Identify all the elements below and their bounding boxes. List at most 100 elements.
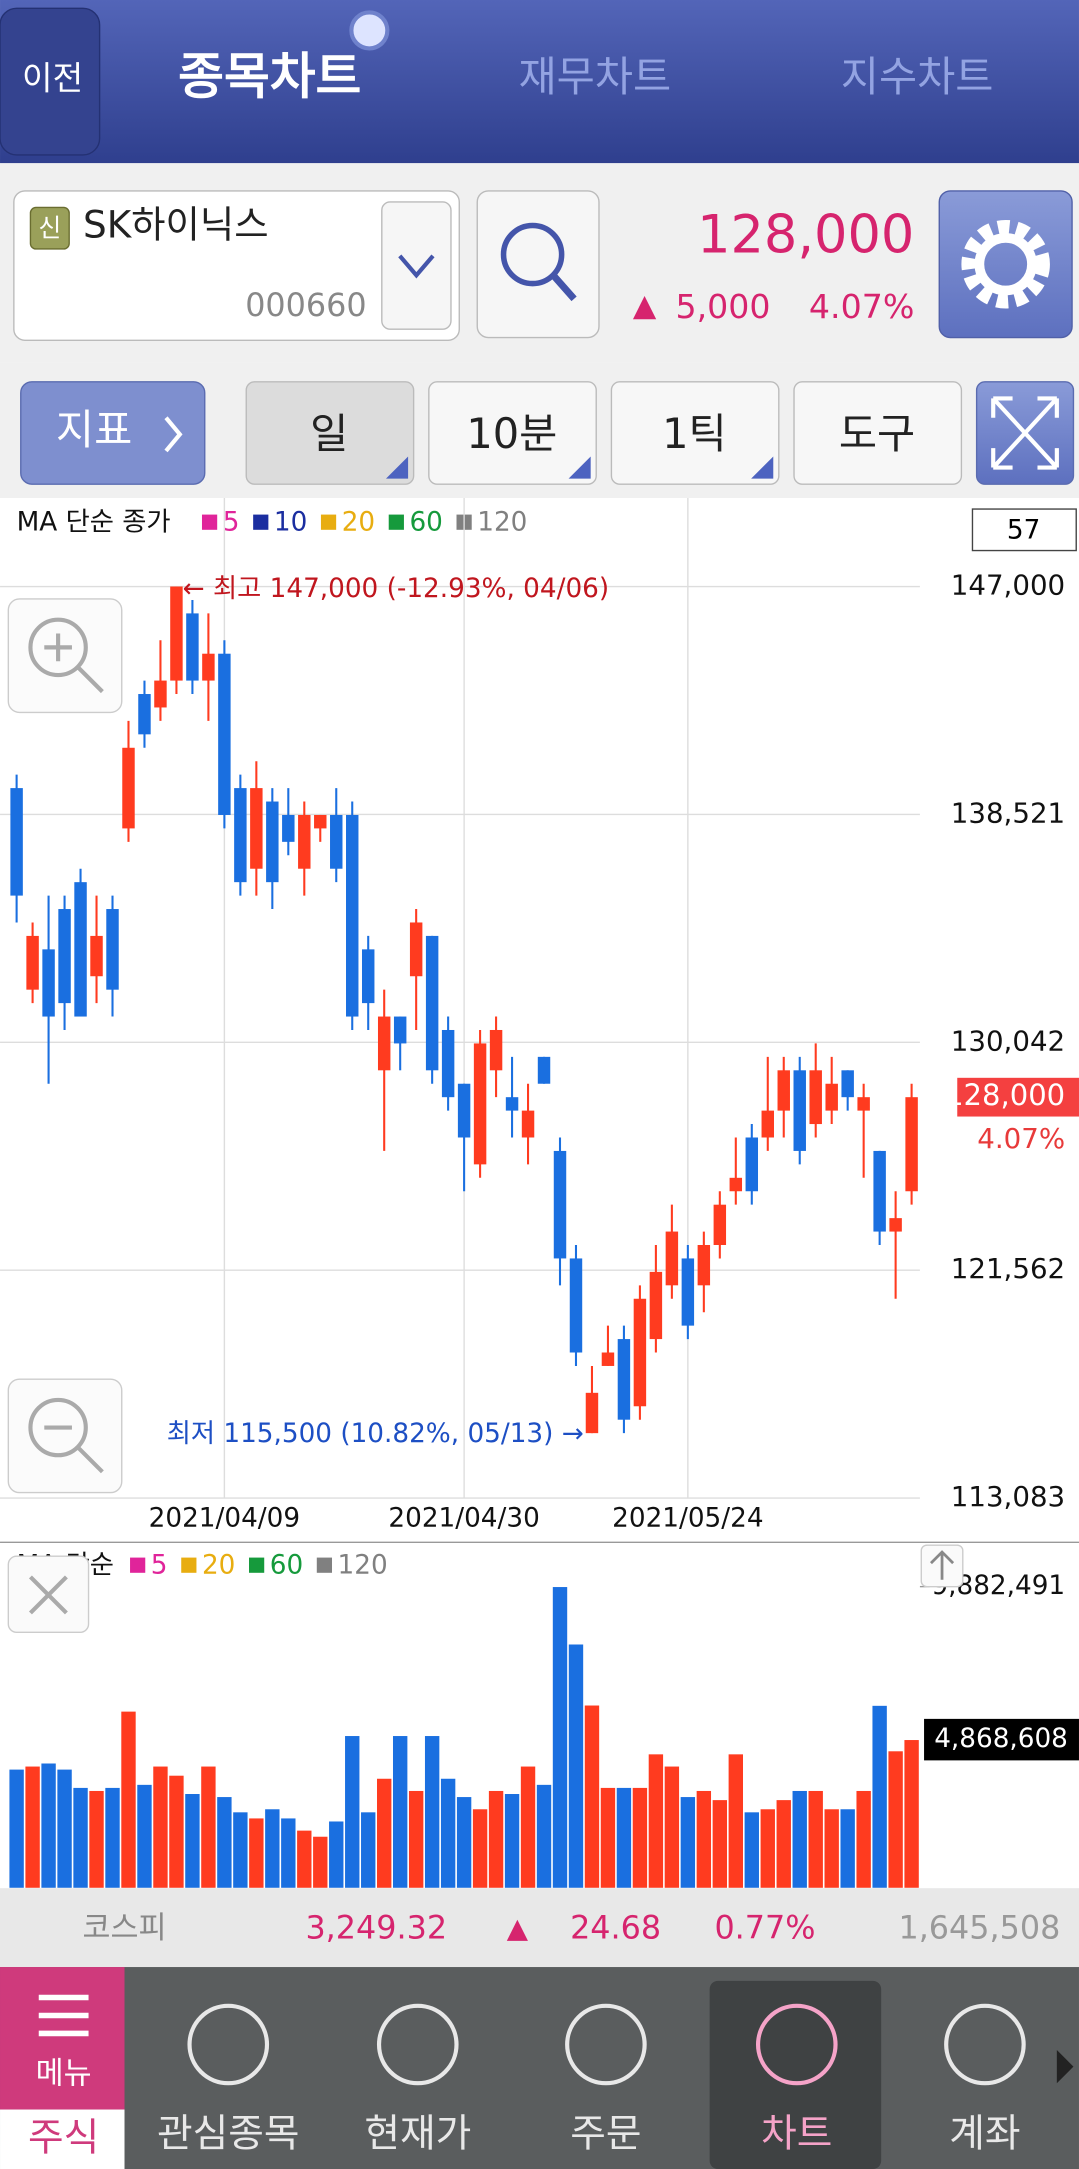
- x-tick-label: 2021/05/24: [612, 1503, 763, 1533]
- indicator-button[interactable]: [20, 381, 206, 485]
- period-label[interactable]: 10분: [466, 409, 557, 458]
- section-tab[interactable]: [0, 2109, 125, 2169]
- settings-button[interactable]: [938, 190, 1073, 339]
- volume-bar: [72, 1787, 89, 1889]
- candle-body: [889, 1218, 902, 1232]
- candle-body: [218, 653, 231, 815]
- tab[interactable]: 종목차트: [178, 48, 361, 106]
- legend-label: 120: [477, 507, 527, 537]
- close-button[interactable]: [7, 1555, 90, 1633]
- last-price-box: [957, 1077, 1079, 1117]
- indicator-label[interactable]: 지표: [56, 405, 132, 454]
- period-label[interactable]: 1틱: [662, 409, 727, 458]
- candle-body: [393, 1016, 407, 1044]
- back-button[interactable]: [0, 7, 101, 156]
- legend-swatch: [316, 1557, 333, 1573]
- y-tick-label: 121,562: [951, 1252, 1065, 1285]
- scroll-top[interactable]: [920, 1544, 964, 1588]
- volume-bar: [599, 1787, 616, 1889]
- candle-body: [761, 1110, 774, 1138]
- nav-label[interactable]: 관심종목: [157, 2111, 299, 2156]
- last-volume-box: [924, 1718, 1079, 1761]
- period-button[interactable]: [610, 381, 780, 485]
- volume-bar: [312, 1835, 329, 1889]
- back-label[interactable]: 이전: [22, 59, 83, 98]
- x-tick-label: 2021/04/30: [388, 1503, 539, 1533]
- period-button[interactable]: [428, 381, 597, 485]
- legend-label: 60: [270, 1550, 303, 1580]
- legend-swatch: [130, 1557, 146, 1573]
- candle-body: [361, 949, 375, 1004]
- period-label[interactable]: 일: [310, 409, 348, 458]
- candle-body: [793, 1070, 806, 1151]
- volume-bar: [472, 1808, 489, 1889]
- candle-body: [713, 1204, 727, 1246]
- candle-body: [90, 935, 103, 977]
- y-tick-label: 130,042: [951, 1024, 1065, 1057]
- candle-body: [681, 1258, 695, 1326]
- gear: [974, 233, 1037, 296]
- search-icon: [550, 272, 577, 302]
- volume-bar: [871, 1704, 888, 1889]
- nav-label[interactable]: 계좌: [949, 2111, 1020, 2156]
- candle-body: [473, 1043, 487, 1165]
- nav-more[interactable]: [1056, 2050, 1074, 2084]
- volume-bar: [280, 1817, 297, 1889]
- legend-swatch: [253, 514, 269, 530]
- stock-code: 000660: [245, 286, 366, 324]
- volume-bar: [727, 1753, 744, 1889]
- change-arrow: ▲: [633, 289, 657, 324]
- candle-body: [777, 1070, 790, 1111]
- volume-bar: [647, 1753, 664, 1889]
- candle-body: [457, 1083, 471, 1138]
- volume-bar: [679, 1796, 696, 1889]
- candle-body: [74, 882, 87, 1017]
- volume-bar: [328, 1820, 345, 1889]
- volume-bar: [392, 1735, 409, 1889]
- stock-box[interactable]: [13, 190, 460, 341]
- search-button[interactable]: [476, 190, 600, 339]
- tab[interactable]: 지수차트: [841, 52, 994, 101]
- candle-body: [809, 1070, 822, 1125]
- volume-bar: [551, 1586, 569, 1889]
- nav-label[interactable]: 현재가: [364, 2111, 471, 2156]
- count-box: [971, 508, 1077, 552]
- candle-body: [298, 814, 311, 869]
- zoom-in[interactable]: [7, 598, 123, 714]
- hamburger: [38, 1994, 89, 2037]
- nav-icon: [187, 2003, 270, 2086]
- last-price-label: 128,000: [945, 1078, 1065, 1112]
- menu-label[interactable]: 메뉴: [36, 2056, 92, 2091]
- period-label[interactable]: 도구: [839, 409, 915, 458]
- count-label: 57: [1007, 516, 1040, 546]
- volume-bar: [488, 1790, 505, 1889]
- candle-body: [601, 1352, 615, 1366]
- nav-label[interactable]: 차트: [761, 2111, 832, 2156]
- menu-button[interactable]: [0, 1967, 125, 2110]
- volume-bar: [296, 1829, 313, 1889]
- zoom-out[interactable]: [7, 1378, 123, 1494]
- volume-bar: [583, 1704, 600, 1889]
- candle-body: [266, 801, 279, 883]
- y-tick-label: 147,000: [951, 569, 1065, 602]
- volume-bar: [615, 1787, 632, 1889]
- candle-body: [569, 1258, 583, 1353]
- period-button[interactable]: [793, 381, 963, 485]
- candle-body: [26, 935, 39, 990]
- dropdown[interactable]: [381, 201, 452, 330]
- volume-bar: [456, 1796, 473, 1889]
- candle-body: [42, 949, 55, 1017]
- volume-bar: [136, 1784, 153, 1889]
- last-pct-label: 4.07%: [977, 1122, 1065, 1155]
- period-button[interactable]: [245, 381, 415, 485]
- section-label[interactable]: 주식: [28, 2115, 99, 2160]
- nav-active: [709, 1980, 882, 2169]
- tab[interactable]: 재무차트: [518, 52, 671, 101]
- candle-body: [250, 788, 263, 869]
- volume-bar: [807, 1790, 824, 1889]
- volume-bar: [248, 1817, 265, 1889]
- nav-icon: [565, 2003, 647, 2086]
- volume-bar: [535, 1784, 553, 1889]
- nav-label[interactable]: 주문: [570, 2111, 641, 2156]
